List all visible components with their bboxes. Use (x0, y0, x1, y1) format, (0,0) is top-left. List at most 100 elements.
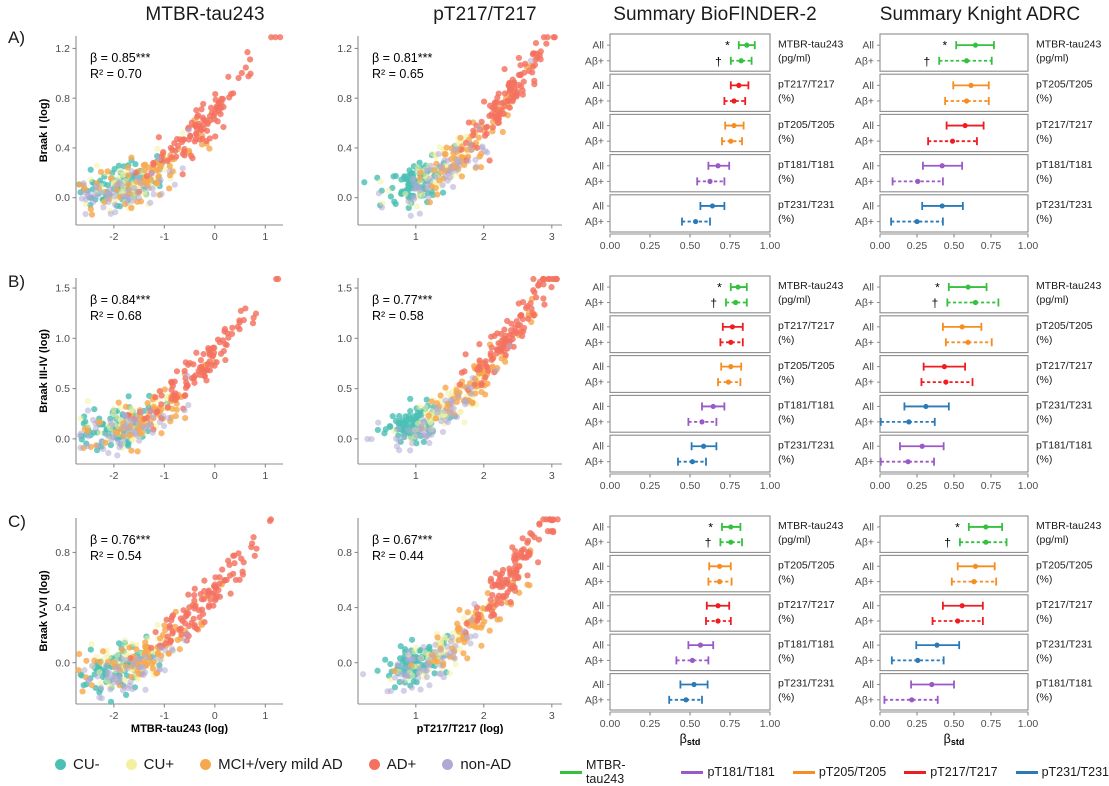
scatter-point (426, 439, 433, 447)
scatter-point (457, 408, 464, 415)
scatter-point (135, 194, 142, 201)
scatter-point (422, 404, 429, 411)
scatter-point (468, 146, 475, 153)
scatter-point (499, 128, 506, 136)
forest-right-label-unit: (pg/ml) (778, 294, 811, 306)
forest-right-label-biomarker: pT205/T205 (778, 560, 835, 572)
forest-right-label-unit: (%) (1036, 93, 1052, 105)
forest-plot-A-forest-biofinder: * All † Aβ+ MTBR-tau243 (pg/ml) All Aβ+ pT217/T2… (578, 32, 848, 254)
scatter-point (519, 332, 526, 340)
forest-right-label-biomarker: pT205/T205 (778, 360, 835, 372)
scatter-point (494, 595, 501, 602)
scatter-point (468, 384, 475, 392)
scatter-point (194, 113, 201, 120)
forest-x-tick-label: 0.00 (600, 480, 621, 492)
y-tick-label: 0.8 (55, 93, 70, 105)
scatter-point (464, 655, 471, 662)
scatter-point (526, 551, 533, 559)
forest-point-estimate (693, 218, 699, 225)
scatter-point (413, 203, 420, 210)
scatter-point (114, 651, 121, 659)
x-tick-label: 1 (262, 231, 268, 243)
scatter-point (514, 88, 521, 95)
scatter-point (216, 339, 223, 346)
scatter-point (140, 183, 147, 190)
scatter-point (524, 303, 531, 310)
scatter-point (188, 152, 195, 159)
forest-panel-box (879, 275, 1029, 314)
scatter-point (447, 649, 454, 656)
scatter-point (144, 658, 151, 665)
scatter-point (471, 600, 478, 608)
scatter-point (161, 386, 168, 393)
scatter-point (201, 618, 208, 626)
scatter-point (142, 161, 149, 168)
scatter-point (91, 190, 98, 197)
y-tick-label: 0.4 (55, 143, 70, 155)
scatter-point (133, 641, 140, 648)
scatter-point (195, 120, 202, 127)
forest-row-label-all: All (862, 640, 874, 652)
scatter-point (111, 165, 118, 173)
scatter-point (436, 144, 443, 151)
scatter-point (440, 674, 447, 681)
scatter-point (520, 324, 528, 332)
significance-dagger: † (924, 54, 931, 68)
scatter-point (84, 397, 91, 405)
forest-x-tick-label: 0.25 (907, 480, 928, 492)
scatter-point (114, 414, 121, 421)
r2-annotation: R² = 0.54 (90, 549, 142, 563)
scatter-point (432, 185, 439, 192)
forest-panel-box (609, 554, 771, 593)
forest-x-tick-label: 0.00 (600, 718, 621, 730)
forest-point-estimate (914, 218, 920, 225)
scatter-point (530, 287, 537, 294)
forest-point-estimate (915, 178, 921, 184)
forest-point-estimate (729, 324, 735, 330)
scatter-point (416, 159, 423, 166)
forest-point-estimate (697, 642, 703, 648)
beta-annotation: β = 0.67*** (372, 533, 432, 547)
scatter-point (205, 588, 212, 595)
scatter-point (157, 176, 164, 183)
scatter-point (121, 412, 128, 419)
scatter-point (115, 640, 123, 647)
scatter-point (405, 649, 412, 656)
scatter-point (442, 397, 449, 404)
scatter-point (519, 553, 526, 560)
scatter-point (98, 684, 105, 691)
forest-right-label-unit: (%) (1036, 692, 1052, 704)
scatter-point (479, 621, 486, 628)
scatter-point (423, 667, 430, 674)
scatter-point (179, 129, 186, 136)
forest-point-estimate (735, 284, 741, 290)
forest-x-tick-label: 0.50 (944, 240, 965, 252)
forest-plot-C-forest-biofinder: * All † Aβ+ MTBR-tau243 (pg/ml) All Aβ+ pT205/T2… (578, 514, 848, 746)
scatter-point (122, 429, 129, 436)
scatter-point (448, 163, 455, 170)
scatter-point (406, 167, 413, 174)
legend-swatch-cu-pos (125, 759, 137, 770)
scatter-point (219, 566, 226, 573)
scatter-point (182, 637, 189, 644)
forest-panel-box (609, 33, 771, 72)
scatter-point (106, 669, 113, 677)
scatter-point (533, 294, 540, 301)
forest-right-label-biomarker: MTBR-tau243 (1036, 520, 1102, 532)
scatter-point (111, 201, 119, 208)
forest-right-label-biomarker: pT217/T217 (1036, 599, 1093, 611)
scatter-point (454, 620, 461, 627)
scatter-point (463, 620, 470, 627)
scatter-point (550, 34, 557, 41)
forest-x-tick-label: 1.00 (1018, 240, 1039, 252)
scatter-point (540, 295, 547, 302)
scatter-point (240, 559, 247, 566)
y-tick-label: 0.4 (337, 602, 352, 614)
scatter-point (125, 685, 132, 692)
forest-right-label-unit: (%) (778, 574, 794, 586)
scatter-point (168, 154, 175, 161)
forest-row-label-abpos: Aβ+ (855, 694, 874, 706)
scatter-point (208, 109, 216, 116)
forest-point-estimate (941, 364, 947, 370)
scatter-point (238, 69, 245, 77)
